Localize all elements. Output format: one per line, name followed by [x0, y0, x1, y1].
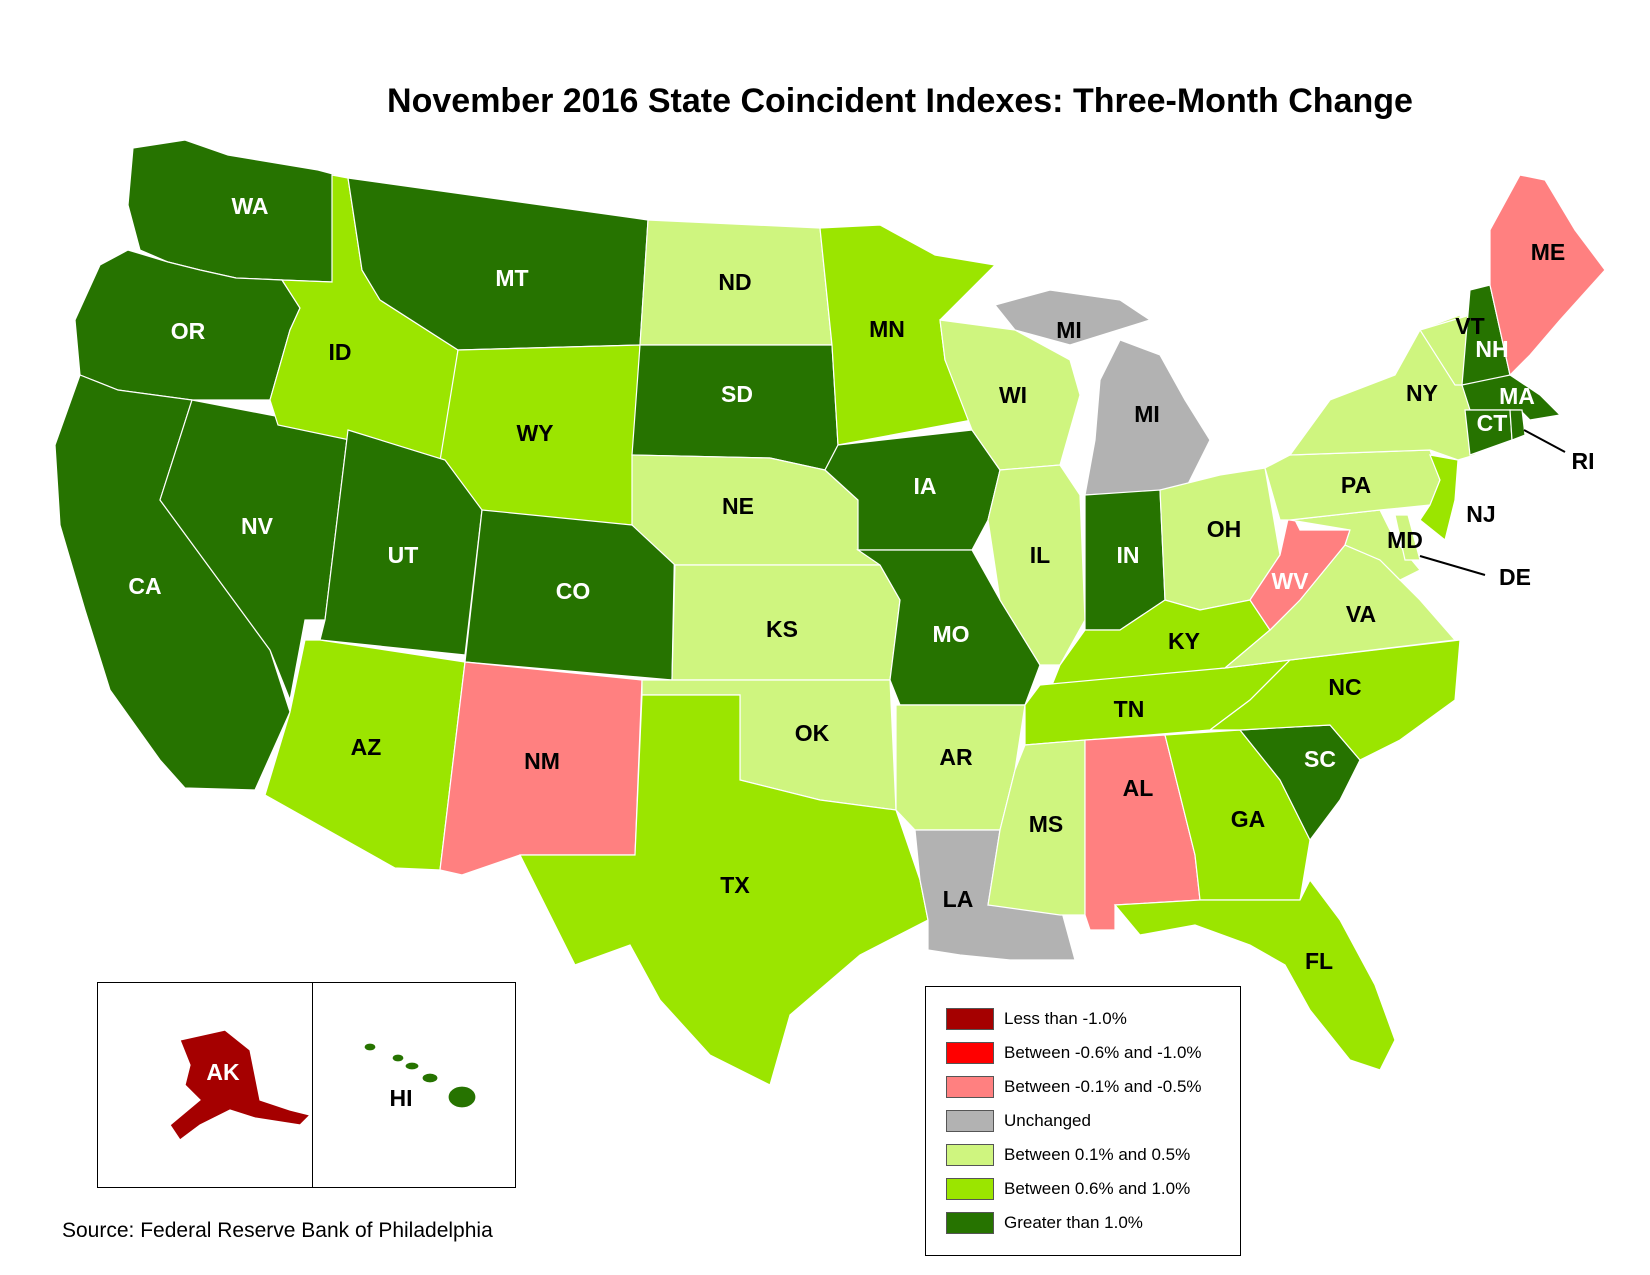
label-NV: NV — [241, 513, 274, 539]
label-WY: WY — [516, 420, 553, 446]
label-IN: IN — [1117, 542, 1140, 568]
legend-swatch — [946, 1042, 994, 1064]
source-note: Source: Federal Reserve Bank of Philadel… — [62, 1219, 493, 1242]
state-MI-UP — [993, 289, 1152, 346]
label-IL: IL — [1030, 542, 1050, 568]
label-VT: VT — [1455, 313, 1484, 339]
label-NJ: NJ — [1466, 501, 1495, 527]
label-CT: CT — [1477, 410, 1508, 436]
label-ME: ME — [1531, 239, 1566, 265]
label-TN: TN — [1114, 696, 1145, 722]
state-AK — [169, 1029, 312, 1141]
label-KY: KY — [1168, 628, 1200, 654]
hawaii-inset-frame — [312, 982, 516, 1188]
label-AR: AR — [939, 744, 973, 770]
legend-item: Greater than 1.0% — [946, 1211, 1143, 1235]
label-AZ: AZ — [351, 734, 382, 760]
label-SD: SD — [721, 381, 753, 407]
ri-leader — [1523, 429, 1566, 453]
label-UT: UT — [388, 542, 419, 568]
label-CO: CO — [556, 578, 591, 604]
label-MD: MD — [1387, 527, 1423, 553]
label-AL: AL — [1123, 775, 1154, 801]
state-MS — [987, 739, 1086, 916]
state-TX — [519, 694, 929, 1086]
label-PA: PA — [1341, 472, 1371, 498]
legend-item: Between 0.1% and 0.5% — [946, 1143, 1190, 1167]
label-CA: CA — [128, 573, 161, 599]
legend-label: Between 0.1% and 0.5% — [1004, 1145, 1191, 1164]
label-MO: MO — [932, 621, 969, 647]
legend-swatch — [946, 1076, 994, 1098]
legend-swatch — [946, 1008, 994, 1030]
label-NE: NE — [722, 493, 754, 519]
state-NC — [1208, 639, 1461, 761]
label-RI: RI — [1572, 448, 1595, 474]
label-TX: TX — [720, 872, 750, 898]
de-leader — [1419, 555, 1486, 576]
label-MS: MS — [1029, 811, 1064, 837]
label-OH: OH — [1207, 516, 1242, 542]
label-KS: KS — [766, 616, 798, 642]
label-NH: NH — [1475, 336, 1508, 362]
state-UT — [319, 429, 483, 656]
state-SD — [631, 344, 839, 471]
label-OR: OR — [171, 318, 206, 344]
state-FL — [1113, 878, 1396, 1071]
legend-item: Between -0.1% and -0.5% — [946, 1075, 1202, 1099]
legend-label: Between -0.6% and -1.0% — [1004, 1043, 1202, 1062]
legend-label: Between 0.6% and 1.0% — [1004, 1179, 1191, 1198]
legend-item: Between 0.6% and 1.0% — [946, 1177, 1190, 1201]
legend-label: Greater than 1.0% — [1004, 1213, 1143, 1232]
label-IA: IA — [914, 473, 937, 499]
label-LA: LA — [943, 886, 974, 912]
state-NJ — [1419, 454, 1459, 542]
legend-item: Unchanged — [946, 1109, 1091, 1133]
label-GA: GA — [1231, 806, 1266, 832]
legend-swatch — [946, 1144, 994, 1166]
legend-item: Less than -1.0% — [946, 1007, 1127, 1031]
state-ME — [1489, 174, 1606, 377]
legend-swatch — [946, 1178, 994, 1200]
label-DE: DE — [1499, 564, 1531, 590]
label-ID: ID — [329, 339, 352, 365]
label-OK: OK — [795, 720, 830, 746]
state-MD — [1289, 509, 1421, 581]
label-MA: MA — [1499, 383, 1535, 409]
legend-label: Unchanged — [1004, 1111, 1091, 1130]
state-RI — [1509, 409, 1526, 441]
label-WA: WA — [231, 193, 268, 219]
legend: Less than -1.0% Between -0.6% and -1.0% … — [925, 986, 1241, 1256]
label-FL: FL — [1305, 948, 1333, 974]
legend-label: Between -0.1% and -0.5% — [1004, 1077, 1202, 1096]
label-MI-UP: MI — [1056, 317, 1082, 343]
label-VA: VA — [1346, 601, 1376, 627]
state-HI — [447, 1085, 477, 1109]
label-MT: MT — [495, 265, 528, 291]
label-WI: WI — [999, 382, 1027, 408]
alaska-inset-frame — [97, 982, 313, 1188]
label-MN: MN — [869, 316, 905, 342]
label-HI: HI — [390, 1085, 413, 1111]
state-DE — [1394, 514, 1421, 561]
label-NM: NM — [524, 748, 560, 774]
legend-swatch — [946, 1110, 994, 1132]
label-SC: SC — [1304, 746, 1336, 772]
label-MI: MI — [1134, 401, 1160, 427]
label-WV: WV — [1271, 568, 1309, 594]
label-NC: NC — [1328, 674, 1361, 700]
label-ND: ND — [718, 269, 751, 295]
legend-label: Less than -1.0% — [1004, 1009, 1127, 1028]
legend-swatch — [946, 1212, 994, 1234]
state-HI-group — [363, 1042, 477, 1109]
label-AK: AK — [206, 1059, 240, 1085]
label-NY: NY — [1406, 380, 1438, 406]
legend-item: Between -0.6% and -1.0% — [946, 1041, 1202, 1065]
map-title: November 2016 State Coincident Indexes: … — [387, 82, 1413, 120]
